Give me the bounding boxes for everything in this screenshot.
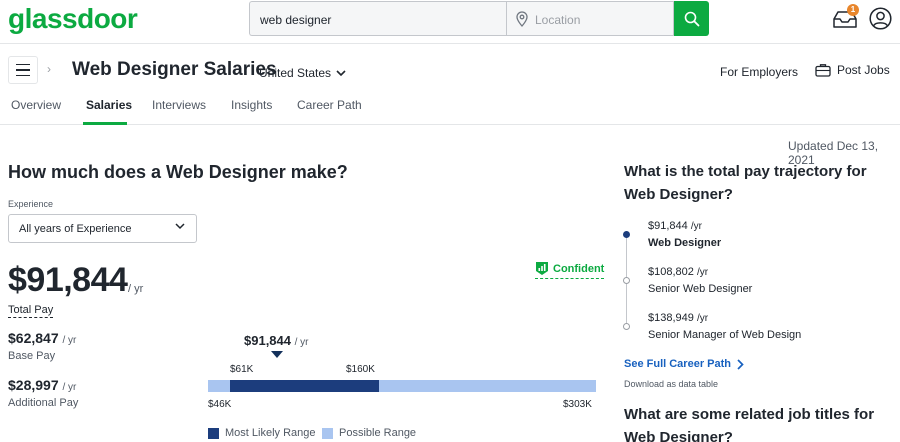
tab-insights[interactable]: Insights — [231, 98, 273, 112]
trajectory-salary: $138,949 /yr — [648, 312, 709, 324]
tab-career-path[interactable]: Career Path — [297, 98, 362, 112]
country-selector[interactable]: United States — [259, 66, 346, 80]
additional-pay-label: Additional Pay — [8, 397, 79, 409]
legend-likely: Most Likely Range — [208, 427, 316, 439]
likely-low-label: $61K — [230, 364, 254, 375]
range-max-label: $303K — [563, 399, 592, 410]
confidence-badge[interactable]: Confident — [535, 261, 605, 279]
trajectory-salary: $108,802 /yr — [648, 266, 709, 278]
for-employers-link[interactable]: For Employers — [720, 65, 799, 79]
briefcase-icon — [815, 64, 831, 77]
download-data-table-link[interactable]: Download as data table — [624, 379, 719, 389]
chevron-down-icon — [336, 69, 346, 76]
chevron-right-icon — [737, 358, 744, 370]
chevron-right-icon: › — [47, 62, 51, 76]
location-input[interactable]: Location — [506, 1, 674, 36]
post-jobs-link[interactable]: Post Jobs — [815, 63, 890, 77]
inbox-icon[interactable] — [832, 8, 858, 30]
job-search-input[interactable]: web designer — [249, 1, 507, 36]
trajectory-salary: $91,844 /yr — [648, 220, 702, 232]
menu-button[interactable] — [8, 56, 38, 84]
confidence-label: Confident — [553, 262, 605, 275]
total-pay-value: $91,844 — [8, 261, 128, 299]
active-tab-indicator — [83, 122, 127, 125]
chevron-down-icon — [175, 223, 185, 230]
top-bar: glassdoor web designer Location 1 — [0, 0, 900, 44]
location-pin-icon — [516, 11, 528, 27]
median-marker — [271, 351, 283, 358]
experience-label: Experience — [8, 199, 54, 209]
trajectory-dot — [623, 277, 630, 284]
additional-pay-value: $28,997 / yr — [8, 377, 77, 393]
account-icon[interactable] — [869, 7, 892, 30]
updated-date: Updated Dec 13, 2021 — [788, 139, 879, 167]
total-pay-label[interactable]: Total Pay — [8, 304, 54, 318]
likely-range-bar — [230, 380, 379, 392]
legend-possible-swatch — [322, 427, 333, 439]
glassdoor-logo[interactable]: glassdoor — [8, 3, 138, 34]
tab-interviews[interactable]: Interviews — [152, 98, 207, 112]
hamburger-icon — [16, 63, 30, 66]
salary-heading: How much does a Web Designer make? — [8, 162, 348, 182]
total-pay-unit: / yr — [128, 283, 144, 295]
see-full-career-path-link[interactable]: See Full Career Path — [624, 358, 744, 370]
location-placeholder: Location — [535, 13, 581, 27]
trajectory-title[interactable]: Senior Manager of Web Design — [648, 329, 802, 341]
trajectory-title[interactable]: Web Designer — [648, 237, 722, 249]
country-label: United States — [259, 66, 332, 80]
related-titles-heading: What are some related job titles for Web… — [624, 406, 875, 442]
chart-shield-icon — [536, 262, 548, 275]
trajectory-dot-current — [623, 231, 630, 238]
legend-likely-swatch — [208, 427, 219, 439]
trajectory-title[interactable]: Senior Web Designer — [648, 283, 753, 295]
tab-overview[interactable]: Overview — [11, 98, 62, 112]
post-jobs-label: Post Jobs — [837, 63, 890, 77]
range-min-label: $46K — [208, 399, 232, 410]
tab-bar: Overview Salaries Interviews Insights Ca… — [0, 88, 900, 125]
tab-salaries[interactable]: Salaries — [86, 98, 133, 112]
page-title: Web Designer Salaries — [72, 59, 277, 80]
experience-select[interactable]: All years of Experience — [8, 214, 197, 243]
notification-badge: 1 — [847, 4, 859, 16]
median-pay-label: $91,844 / yr — [244, 333, 309, 348]
search-icon — [684, 11, 699, 26]
trajectory-dot — [623, 323, 630, 330]
legend-possible: Possible Range — [322, 427, 416, 439]
likely-high-label: $160K — [346, 364, 375, 375]
base-pay-label: Base Pay — [8, 350, 56, 362]
search-button[interactable] — [674, 1, 709, 36]
base-pay-value: $62,847 / yr — [8, 330, 77, 346]
trajectory-heading: What is the total pay trajectory for Web… — [624, 163, 867, 203]
